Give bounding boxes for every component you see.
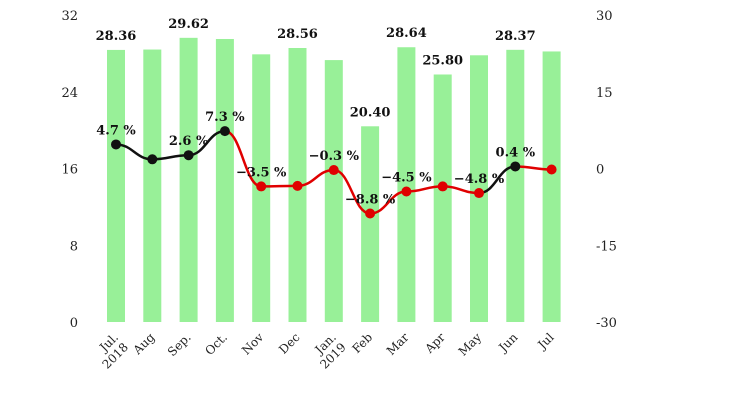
x-tick-label-line: May (456, 330, 485, 359)
bar (143, 49, 162, 322)
line-point (437, 181, 448, 192)
bar (506, 49, 525, 322)
line-value-label: −4.5 % (381, 171, 432, 186)
y-right-tick-label: 0 (596, 163, 604, 178)
x-tick-label-line: Jun (495, 330, 521, 356)
bar-value-label: 29.62 (168, 17, 209, 32)
x-tick-label: Jun (495, 330, 521, 356)
bar (397, 47, 416, 323)
y-left-tick-label: 8 (70, 239, 78, 254)
x-tick-label-line: Sep. (165, 330, 194, 359)
bar-value-label: 28.56 (277, 27, 318, 42)
x-tick-label: Feb (349, 330, 375, 356)
x-tick-label: Dec (276, 330, 303, 357)
x-tick-label: Jan.2019 (307, 330, 348, 371)
line-point (183, 150, 194, 161)
x-tick-label-line: Oct. (202, 330, 230, 358)
y-left-tick-label: 0 (70, 316, 78, 331)
line-point (219, 126, 230, 137)
line-point (111, 139, 121, 150)
bar (433, 74, 452, 322)
x-tick-label: Aug (130, 330, 158, 358)
line-value-label: 2.6 % (169, 134, 209, 149)
bar-value-label: 25.80 (422, 53, 463, 68)
bar-value-label: 28.64 (386, 26, 427, 41)
line-value-label: 7.3 % (205, 110, 245, 125)
line-value-label: −3.5 % (236, 165, 287, 180)
bar (179, 37, 198, 322)
x-tick-label: May (456, 330, 485, 359)
x-tick-label: Oct. (202, 330, 230, 358)
x-tick-label-line: Aug (130, 330, 158, 358)
x-tick-label-line: Feb (349, 330, 375, 356)
bar (215, 38, 234, 322)
x-tick-label-line: Dec (276, 330, 303, 357)
y-right-tick-label: 30 (596, 9, 613, 24)
line-value-label: 4.7 % (96, 123, 136, 138)
y-left-tick-label: 24 (61, 86, 78, 101)
bar-value-label: 20.40 (350, 105, 391, 120)
bar-value-label: 28.37 (495, 29, 536, 44)
bar (361, 126, 380, 322)
y-right-tick-label: -30 (596, 316, 617, 331)
line-point (292, 180, 303, 191)
x-tick-label: Nov (239, 330, 266, 357)
line-point (328, 165, 339, 176)
x-tick-label: Jul (534, 330, 557, 353)
line-point (256, 181, 267, 192)
bar-value-label: 28.36 (96, 29, 137, 44)
bar (324, 60, 343, 322)
line-value-label: −0.3 % (309, 149, 360, 164)
line-point (147, 154, 158, 165)
line-point (474, 188, 484, 199)
line-point (401, 186, 412, 197)
line-segment (261, 184, 298, 188)
line-value-label: −4.8 % (454, 172, 505, 187)
bar (542, 51, 561, 323)
x-tick-label-line: Nov (239, 330, 266, 357)
x-tick-label: Sep. (165, 330, 194, 359)
y-right-tick-label: 15 (596, 86, 613, 101)
x-tick-label: Mar (384, 330, 412, 358)
y-left-tick-label: 16 (61, 163, 78, 178)
x-tick-label-line: Jul (534, 330, 557, 353)
y-left-tick-label: 32 (61, 9, 78, 24)
line-point (365, 208, 376, 219)
line-value-label: −8.8 % (345, 193, 396, 208)
x-tick-label-line: Mar (384, 330, 412, 358)
x-tick-label: Apr (422, 330, 448, 356)
line-point (546, 164, 557, 175)
bar (107, 49, 125, 322)
line-point (510, 161, 521, 172)
x-tick-label: Jul.2018 (90, 330, 131, 371)
x-tick-label-line: Apr (422, 330, 448, 356)
y-right-tick-label: -15 (596, 239, 617, 254)
line-value-label: 0.4 % (496, 145, 536, 160)
